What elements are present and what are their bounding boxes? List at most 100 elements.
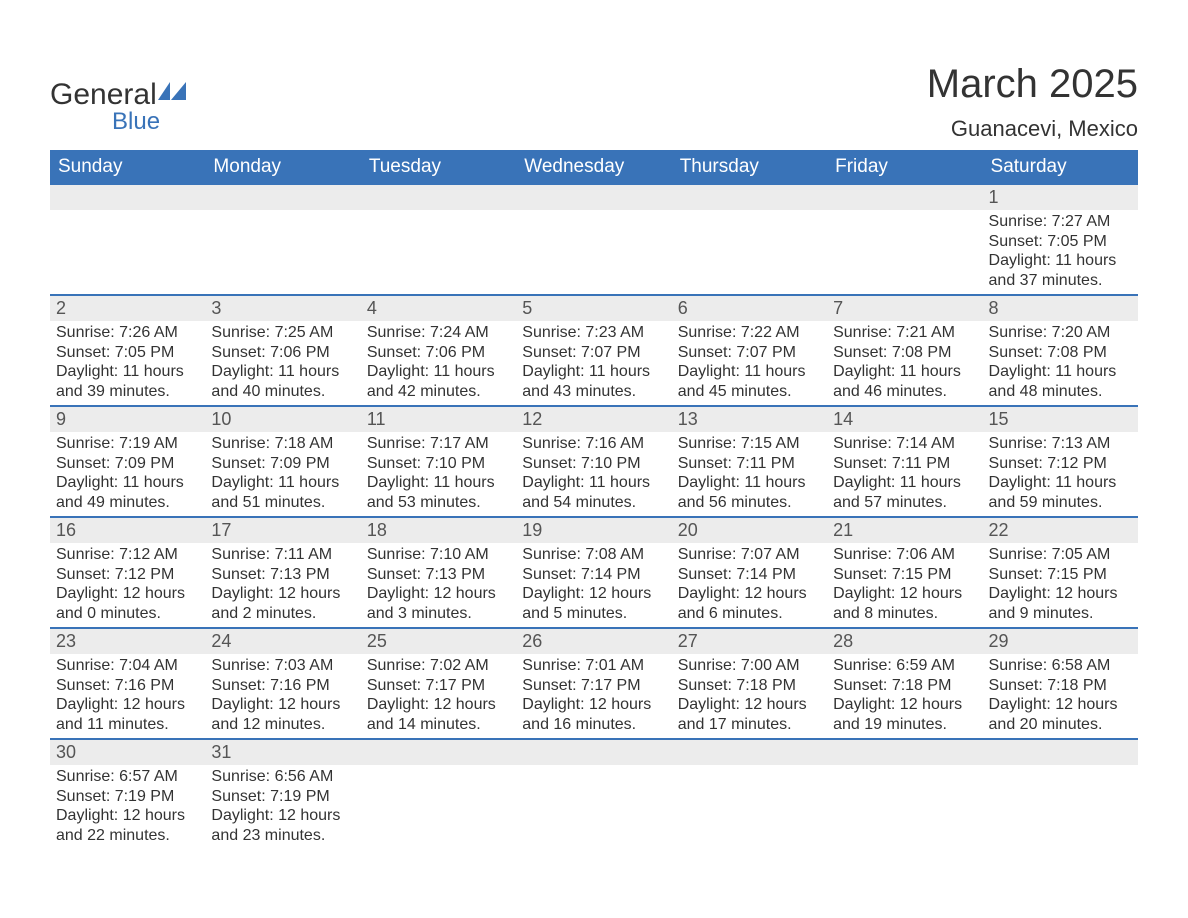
day-number: 8: [983, 296, 1138, 321]
sunset-line: Sunset: 7:08 PM: [989, 343, 1132, 363]
calendar-cell: [361, 739, 516, 849]
day-details: Sunrise: 7:06 AMSunset: 7:15 PMDaylight:…: [827, 543, 982, 627]
day-details: Sunrise: 7:04 AMSunset: 7:16 PMDaylight:…: [50, 654, 205, 738]
dl2-line: and 2 minutes.: [211, 604, 354, 624]
dl1-line: Daylight: 11 hours: [833, 362, 976, 382]
dl1-line: Daylight: 12 hours: [522, 695, 665, 715]
dl2-line: and 8 minutes.: [833, 604, 976, 624]
day-number: 16: [50, 518, 205, 543]
day-number: 31: [205, 740, 360, 765]
dl2-line: and 48 minutes.: [989, 382, 1132, 402]
weekday-header: Sunday: [50, 150, 205, 185]
day-number: [516, 185, 671, 210]
dl1-line: Daylight: 11 hours: [989, 251, 1132, 271]
dl2-line: and 54 minutes.: [522, 493, 665, 513]
day-number: 29: [983, 629, 1138, 654]
sunrise-line: Sunrise: 7:25 AM: [211, 323, 354, 343]
dl2-line: and 49 minutes.: [56, 493, 199, 513]
brand-word2: Blue: [112, 110, 160, 134]
day-details: Sunrise: 7:27 AMSunset: 7:05 PMDaylight:…: [983, 210, 1138, 294]
calendar-cell: 11Sunrise: 7:17 AMSunset: 7:10 PMDayligh…: [361, 406, 516, 517]
weekday-header-row: Sunday Monday Tuesday Wednesday Thursday…: [50, 150, 1138, 185]
day-details: Sunrise: 6:57 AMSunset: 7:19 PMDaylight:…: [50, 765, 205, 849]
calendar-cell: 21Sunrise: 7:06 AMSunset: 7:15 PMDayligh…: [827, 517, 982, 628]
dl1-line: Daylight: 11 hours: [833, 473, 976, 493]
dl1-line: Daylight: 11 hours: [678, 473, 821, 493]
sunset-line: Sunset: 7:19 PM: [211, 787, 354, 807]
dl1-line: Daylight: 11 hours: [211, 362, 354, 382]
brand-word1: General: [50, 78, 157, 111]
day-number: [361, 740, 516, 765]
calendar-cell: 20Sunrise: 7:07 AMSunset: 7:14 PMDayligh…: [672, 517, 827, 628]
calendar-week-row: 23Sunrise: 7:04 AMSunset: 7:16 PMDayligh…: [50, 628, 1138, 739]
sunrise-line: Sunrise: 7:26 AM: [56, 323, 199, 343]
day-number: 27: [672, 629, 827, 654]
sunset-line: Sunset: 7:17 PM: [522, 676, 665, 696]
calendar-cell: 17Sunrise: 7:11 AMSunset: 7:13 PMDayligh…: [205, 517, 360, 628]
calendar-cell: 6Sunrise: 7:22 AMSunset: 7:07 PMDaylight…: [672, 295, 827, 406]
day-details: Sunrise: 7:17 AMSunset: 7:10 PMDaylight:…: [361, 432, 516, 516]
calendar-cell: 4Sunrise: 7:24 AMSunset: 7:06 PMDaylight…: [361, 295, 516, 406]
header-row: General Blue March 2025 Guanacevi, Mexic…: [50, 50, 1138, 142]
sunset-line: Sunset: 7:10 PM: [522, 454, 665, 474]
sunrise-line: Sunrise: 7:11 AM: [211, 545, 354, 565]
sunrise-line: Sunrise: 7:00 AM: [678, 656, 821, 676]
day-number: 9: [50, 407, 205, 432]
day-number: 19: [516, 518, 671, 543]
brand-logo: General Blue: [50, 50, 160, 134]
day-details: Sunrise: 7:22 AMSunset: 7:07 PMDaylight:…: [672, 321, 827, 405]
day-number: 24: [205, 629, 360, 654]
dl1-line: Daylight: 12 hours: [989, 584, 1132, 604]
day-details: [672, 765, 827, 841]
day-number: 15: [983, 407, 1138, 432]
day-details: Sunrise: 7:25 AMSunset: 7:06 PMDaylight:…: [205, 321, 360, 405]
dl2-line: and 5 minutes.: [522, 604, 665, 624]
sunset-line: Sunset: 7:05 PM: [989, 232, 1132, 252]
day-details: [827, 765, 982, 841]
dl1-line: Daylight: 12 hours: [833, 584, 976, 604]
day-number: 21: [827, 518, 982, 543]
dl1-line: Daylight: 12 hours: [367, 584, 510, 604]
dl1-line: Daylight: 12 hours: [678, 584, 821, 604]
sunrise-line: Sunrise: 6:56 AM: [211, 767, 354, 787]
calendar-cell: 29Sunrise: 6:58 AMSunset: 7:18 PMDayligh…: [983, 628, 1138, 739]
dl1-line: Daylight: 11 hours: [989, 473, 1132, 493]
day-details: [205, 210, 360, 286]
sunset-line: Sunset: 7:13 PM: [367, 565, 510, 585]
day-details: Sunrise: 7:26 AMSunset: 7:05 PMDaylight:…: [50, 321, 205, 405]
calendar-cell: [827, 185, 982, 295]
dl1-line: Daylight: 11 hours: [678, 362, 821, 382]
sunset-line: Sunset: 7:06 PM: [211, 343, 354, 363]
day-number: [827, 740, 982, 765]
day-details: Sunrise: 6:56 AMSunset: 7:19 PMDaylight:…: [205, 765, 360, 849]
day-details: Sunrise: 7:11 AMSunset: 7:13 PMDaylight:…: [205, 543, 360, 627]
sunset-line: Sunset: 7:10 PM: [367, 454, 510, 474]
dl2-line: and 16 minutes.: [522, 715, 665, 735]
sunset-line: Sunset: 7:07 PM: [678, 343, 821, 363]
calendar-body: 1Sunrise: 7:27 AMSunset: 7:05 PMDaylight…: [50, 185, 1138, 849]
weekday-header: Friday: [827, 150, 982, 185]
day-number: 6: [672, 296, 827, 321]
day-number: 2: [50, 296, 205, 321]
sunrise-line: Sunrise: 7:22 AM: [678, 323, 821, 343]
calendar-cell: 15Sunrise: 7:13 AMSunset: 7:12 PMDayligh…: [983, 406, 1138, 517]
day-details: Sunrise: 7:13 AMSunset: 7:12 PMDaylight:…: [983, 432, 1138, 516]
dl1-line: Daylight: 12 hours: [56, 806, 199, 826]
sunset-line: Sunset: 7:14 PM: [522, 565, 665, 585]
day-details: Sunrise: 7:15 AMSunset: 7:11 PMDaylight:…: [672, 432, 827, 516]
sunrise-line: Sunrise: 6:59 AM: [833, 656, 976, 676]
dl1-line: Daylight: 11 hours: [367, 362, 510, 382]
day-details: Sunrise: 7:14 AMSunset: 7:11 PMDaylight:…: [827, 432, 982, 516]
dl1-line: Daylight: 12 hours: [833, 695, 976, 715]
weekday-header: Wednesday: [516, 150, 671, 185]
sunrise-line: Sunrise: 7:14 AM: [833, 434, 976, 454]
sunrise-line: Sunrise: 7:03 AM: [211, 656, 354, 676]
calendar-week-row: 1Sunrise: 7:27 AMSunset: 7:05 PMDaylight…: [50, 185, 1138, 295]
calendar-cell: 18Sunrise: 7:10 AMSunset: 7:13 PMDayligh…: [361, 517, 516, 628]
brand-flag-icon: [158, 82, 186, 105]
sunset-line: Sunset: 7:08 PM: [833, 343, 976, 363]
dl2-line: and 37 minutes.: [989, 271, 1132, 291]
dl1-line: Daylight: 12 hours: [211, 695, 354, 715]
calendar-cell: 19Sunrise: 7:08 AMSunset: 7:14 PMDayligh…: [516, 517, 671, 628]
sunset-line: Sunset: 7:16 PM: [211, 676, 354, 696]
